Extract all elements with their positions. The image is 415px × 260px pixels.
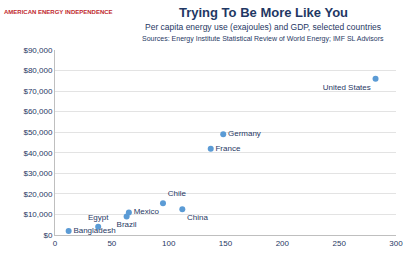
svg-text:50: 50: [107, 239, 116, 248]
svg-text:200: 200: [276, 239, 290, 248]
svg-text:100: 100: [162, 239, 176, 248]
svg-text:Egypt: Egypt: [88, 213, 109, 222]
svg-text:300: 300: [389, 239, 403, 248]
svg-text:$60,000: $60,000: [23, 107, 52, 116]
svg-text:$40,000: $40,000: [23, 149, 52, 158]
svg-text:$50,000: $50,000: [23, 128, 52, 137]
svg-text:Trying To Be More Like You: Trying To Be More Like You: [179, 5, 348, 20]
svg-text:Sources: Energy Institute Stat: Sources: Energy Institute Statistical Re…: [142, 35, 384, 43]
svg-text:Per capita energy use (exajoul: Per capita energy use (exajoules) and GD…: [145, 22, 381, 32]
svg-text:Mexico: Mexico: [134, 207, 160, 216]
svg-text:$70,000: $70,000: [23, 87, 52, 96]
svg-text:150: 150: [219, 239, 233, 248]
svg-text:$10,000: $10,000: [23, 210, 52, 219]
svg-text:Bangladesh: Bangladesh: [73, 226, 115, 235]
svg-text:France: France: [215, 144, 240, 153]
svg-text:AMERICAN ENERGY INDEPENDENCE: AMERICAN ENERGY INDEPENDENCE: [4, 9, 113, 15]
svg-text:$0: $0: [43, 231, 52, 240]
svg-text:China: China: [187, 213, 208, 222]
svg-text:$80,000: $80,000: [23, 66, 52, 75]
svg-text:Chile: Chile: [168, 189, 187, 198]
svg-text:$90,000: $90,000: [23, 46, 52, 55]
svg-text:0: 0: [53, 239, 58, 248]
svg-text:$20,000: $20,000: [23, 190, 52, 199]
svg-text:United States: United States: [323, 83, 371, 92]
svg-text:Brazil: Brazil: [117, 220, 137, 229]
svg-text:250: 250: [332, 239, 346, 248]
svg-text:$30,000: $30,000: [23, 169, 52, 178]
svg-text:Germany: Germany: [228, 129, 261, 138]
